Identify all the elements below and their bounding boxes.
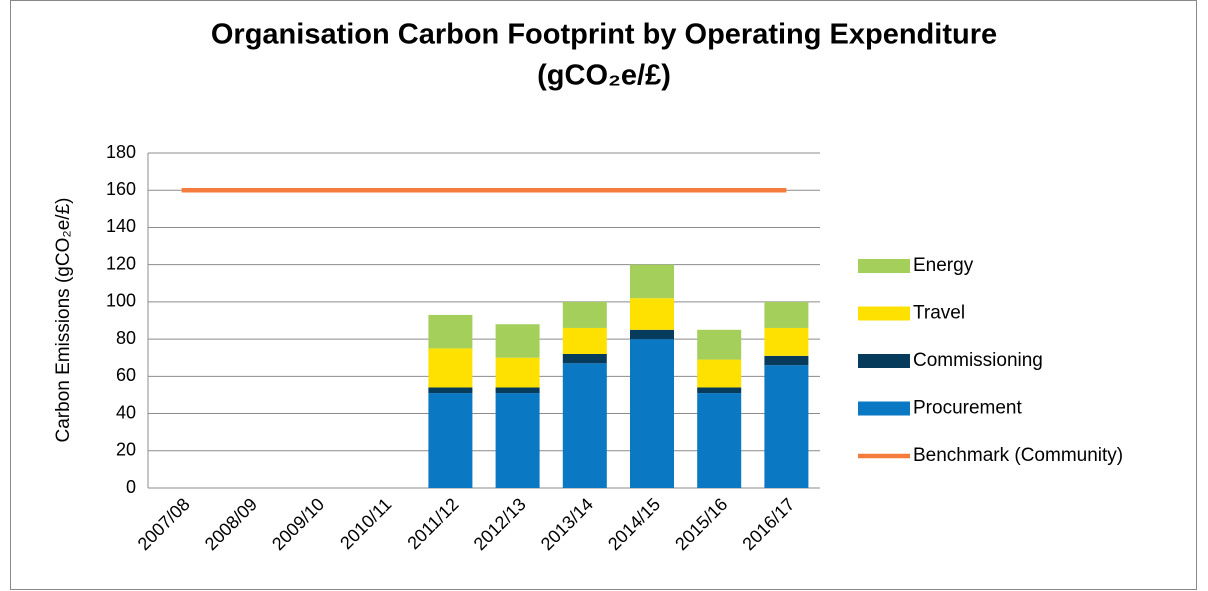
bar-segment [630,329,674,340]
bar-segment [495,324,540,358]
bar-segment [562,301,607,328]
bar-segment [764,365,809,488]
y-tick-label: 140 [106,216,136,236]
legend-swatch [858,354,910,368]
bar-segment [495,387,540,394]
y-tick-label: 120 [106,253,136,273]
y-tick-label: 60 [116,365,136,385]
y-tick-label: 100 [106,291,136,311]
y-axis-label: Carbon Emissions (gCO₂e/£) [53,198,74,443]
legend-swatch [858,401,910,416]
bar-segment [562,354,607,364]
bar-segment [697,359,742,388]
legend-label: Procurement [913,398,1022,419]
bar-segment [495,393,540,488]
bar-segment [697,393,742,488]
legend-swatch [858,259,910,273]
bar-segment [562,327,607,354]
chart-title: (gCO₂e/£) [537,60,671,92]
legend-swatch [858,306,910,321]
bar-segment [562,363,607,488]
bar-segment [630,339,674,488]
bar-segment [697,329,742,360]
y-tick-label: 20 [116,440,136,460]
bar-segment [428,393,473,488]
y-tick-label: 0 [126,477,136,497]
y-tick-label: 160 [106,179,136,199]
bar-segment [630,264,674,299]
legend-label: Travel [913,303,965,324]
chart-title: Organisation Carbon Footprint by Operati… [211,19,997,51]
y-tick-label: 80 [116,328,136,348]
legend-label: Commissioning [913,350,1043,371]
bar-segment [428,314,473,349]
chart-border [10,0,1197,590]
bar-segment [630,298,674,330]
bar-segment [697,387,742,394]
bar-segment [495,357,540,388]
bar-segment [764,355,809,366]
y-tick-label: 180 [106,142,136,162]
bar-segment [764,301,809,328]
legend-label: Energy [913,255,974,276]
bar-segment [764,327,809,356]
bar-segment [428,348,473,388]
legend-label: Benchmark (Community) [913,445,1123,466]
bar-segment [428,387,473,394]
y-tick-label: 40 [116,402,136,422]
